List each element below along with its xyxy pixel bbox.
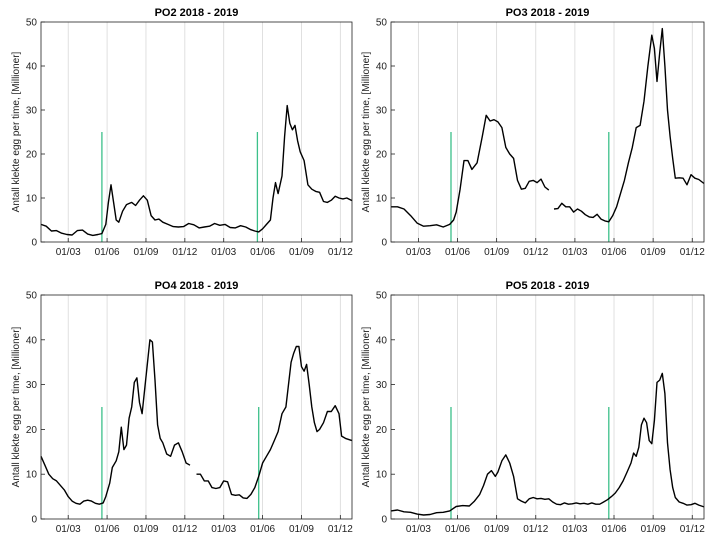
y-tick-label: 40 (26, 335, 38, 346)
y-tick-label: 50 (376, 18, 388, 29)
y-tick-label: 30 (26, 106, 38, 117)
series-line (40, 104, 353, 237)
series-line (196, 345, 353, 500)
y-axis-label: Antall klekte egg per time, [Millioner] (361, 51, 372, 212)
x-tick-label: 01/06 (95, 247, 120, 258)
panel-po2: 0 10 20 30 40 50 01/03 01/06 01/09 01/12 01/03 01/0… (11, 7, 353, 258)
y-axis-label: Antall klekte egg per time, [Millioner] (361, 326, 372, 487)
y-tick-label: 20 (26, 425, 38, 436)
x-tick-label: 01/09 (289, 524, 314, 535)
x-tick-label: 01/12 (328, 247, 353, 258)
y-tick-label: 10 (26, 194, 38, 205)
x-tick-label: 01/09 (641, 524, 666, 535)
y-tick-label: 10 (26, 470, 38, 481)
y-tick-label: 40 (376, 62, 388, 73)
x-tick-label: 01/06 (601, 524, 626, 535)
y-tick-label: 30 (26, 380, 38, 391)
x-tick-label: 01/06 (250, 524, 275, 535)
x-tick-label: 01/06 (601, 247, 626, 258)
x-tick-label: 01/09 (641, 247, 666, 258)
x-tick-label: 01/03 (56, 524, 81, 535)
panel-po5: 0 10 20 30 40 50 01/03 01/06 01/09 01/12 01/03 01/0… (361, 280, 705, 535)
chart-title: PO3 2018 - 2019 (506, 7, 590, 19)
x-tick-label: 01/12 (172, 247, 197, 258)
series-line (390, 372, 705, 516)
x-tick-label: 01/12 (172, 524, 197, 535)
chart-title: PO5 2018 - 2019 (506, 280, 590, 292)
y-tick-label: 50 (26, 291, 38, 302)
y-tick-label: 0 (31, 238, 37, 249)
y-tick-label: 10 (376, 470, 388, 481)
panel-po3: 0 10 20 30 40 50 01/03 01/06 01/09 01/12 01/03 01/0… (361, 7, 705, 258)
x-tick-label: 01/03 (562, 524, 587, 535)
y-axis-label: Antall klekte egg per time, [Millioner] (11, 51, 22, 212)
x-tick-label: 01/03 (406, 247, 431, 258)
y-tick-label: 10 (376, 194, 388, 205)
x-tick-label: 01/03 (211, 247, 236, 258)
y-tick-label: 30 (376, 106, 388, 117)
x-tick-label: 01/03 (211, 524, 236, 535)
series-line (391, 114, 550, 228)
series-line (553, 27, 705, 223)
x-tick-label: 01/03 (56, 247, 81, 258)
x-tick-label: 01/03 (562, 247, 587, 258)
chart-title: PO2 2018 - 2019 (155, 7, 239, 19)
chart-title: PO4 2018 - 2019 (155, 280, 239, 292)
y-tick-label: 40 (26, 62, 38, 73)
y-tick-label: 20 (376, 425, 388, 436)
y-tick-label: 0 (381, 238, 387, 249)
x-tick-label: 01/12 (328, 524, 353, 535)
y-axis-label: Antall klekte egg per time, [Millioner] (11, 326, 22, 487)
y-tick-label: 0 (381, 515, 387, 526)
y-tick-label: 20 (26, 150, 38, 161)
x-tick-label: 01/12 (680, 524, 705, 535)
x-tick-label: 01/09 (133, 524, 158, 535)
panel-po4: 0 10 20 30 40 50 01/03 01/06 01/09 01/12 01/03 01/0… (11, 280, 353, 535)
x-tick-label: 01/09 (484, 247, 509, 258)
x-tick-label: 01/09 (484, 524, 509, 535)
y-tick-label: 40 (376, 335, 388, 346)
x-tick-label: 01/12 (523, 524, 548, 535)
x-tick-label: 01/06 (250, 247, 275, 258)
y-tick-label: 50 (376, 291, 388, 302)
plot-frame (390, 294, 705, 520)
plot-frame (390, 21, 705, 243)
y-tick-label: 20 (376, 150, 388, 161)
x-tick-label: 01/06 (95, 524, 120, 535)
plot-frame (40, 294, 353, 520)
x-tick-label: 01/09 (133, 247, 158, 258)
x-tick-label: 01/06 (445, 524, 470, 535)
x-tick-label: 01/12 (680, 247, 705, 258)
series-line (40, 339, 191, 505)
y-tick-label: 0 (31, 515, 37, 526)
x-tick-label: 01/06 (445, 247, 470, 258)
x-tick-label: 01/12 (523, 247, 548, 258)
x-tick-label: 01/09 (289, 247, 314, 258)
plot-frame (40, 21, 353, 243)
y-tick-label: 50 (26, 18, 38, 29)
x-tick-label: 01/03 (406, 524, 431, 535)
y-tick-label: 30 (376, 380, 388, 391)
